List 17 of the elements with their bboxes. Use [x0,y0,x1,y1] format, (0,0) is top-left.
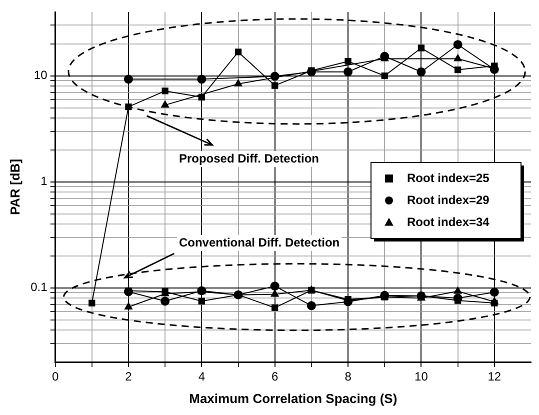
x-tick-label: 4 [198,370,206,384]
x-tick-label: 12 [488,370,502,384]
legend-label: Root index=25 [407,170,490,185]
x-tick-label: 0 [52,370,59,384]
y-axis-title: PAR [dB] [7,158,22,216]
x-axis-title: Maximum Correlation Spacing (S) [189,390,398,406]
x-tick-label: 10 [414,370,428,384]
legend-label: Root index=29 [407,192,490,207]
annotation: Proposed Diff. Detection [178,151,319,166]
x-tick-label: 8 [344,370,352,384]
x-tick-label: 6 [272,370,278,384]
y-tick-label: 10 [34,68,48,82]
annotation: Conventional Diff. Detection [178,235,340,250]
y-tick-label: 0.1 [30,280,48,294]
y-tick-label: 1 [40,174,48,188]
legend-label: Root index=34 [407,214,490,229]
x-tick-label: 2 [125,370,132,384]
